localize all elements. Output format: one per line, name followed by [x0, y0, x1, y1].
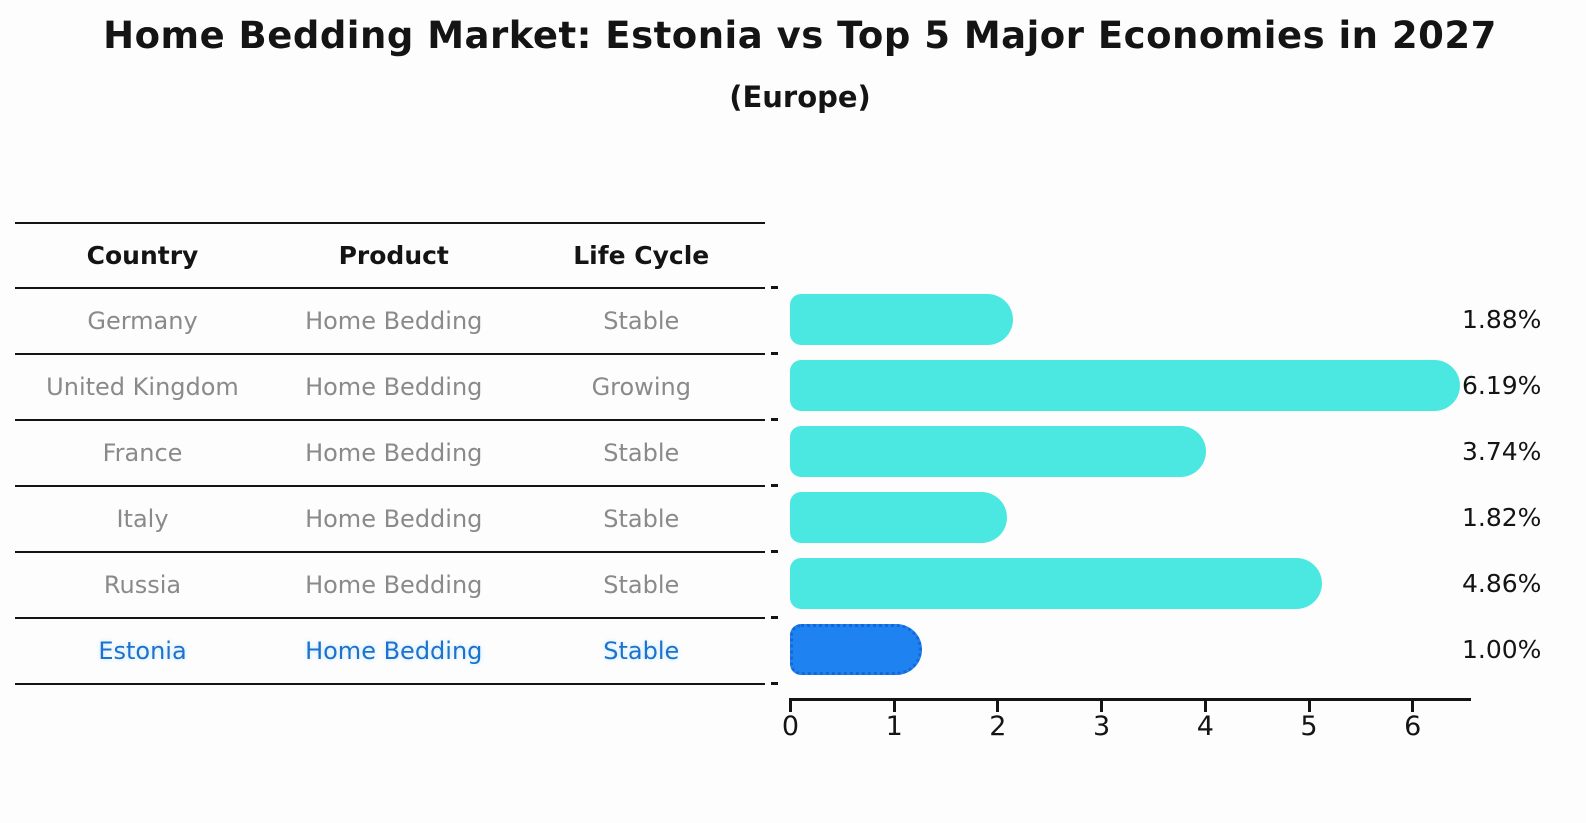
table-row-estonia: Estonia Home Bedding Stable: [15, 619, 765, 685]
table-row: France Home Bedding Stable: [15, 421, 765, 487]
column-header-country: Country: [86, 241, 199, 270]
value-label: 4.86%: [1462, 569, 1542, 598]
y-tick-mark: [771, 616, 778, 619]
bar-russia: [790, 558, 1322, 609]
product-cell: Home Bedding: [305, 571, 483, 599]
table-row: Italy Home Bedding Stable: [15, 487, 765, 553]
product-cell: Home Bedding: [305, 307, 483, 335]
x-tick-mark: [1100, 701, 1104, 712]
x-tick-label: 5: [1300, 711, 1318, 742]
x-tick-label: 4: [1196, 711, 1214, 742]
y-tick-mark: [771, 418, 778, 421]
table-header-row: Country Product Life Cycle: [15, 224, 765, 289]
page-title: Home Bedding Market: Estonia vs Top 5 Ma…: [103, 14, 1497, 57]
table-row: Germany Home Bedding Stable: [15, 289, 765, 355]
country-cell: Italy: [116, 505, 169, 533]
life-cycle-cell: Stable: [603, 637, 680, 665]
x-tick-mark: [1411, 701, 1415, 712]
product-cell: Home Bedding: [305, 373, 483, 401]
table-row: Russia Home Bedding Stable: [15, 553, 765, 619]
value-label: 1.82%: [1462, 503, 1542, 532]
y-tick-mark: [771, 682, 778, 685]
bar-germany: [790, 294, 1013, 345]
life-cycle-cell: Growing: [591, 373, 691, 401]
bar-estonia: [790, 624, 922, 675]
bar-france: [790, 426, 1206, 477]
life-cycle-cell: Stable: [603, 307, 680, 335]
x-tick-mark: [1307, 701, 1311, 712]
x-tick-label: 6: [1404, 711, 1422, 742]
y-tick-mark: [771, 352, 778, 355]
product-cell: Home Bedding: [305, 505, 483, 533]
value-label: 3.74%: [1462, 437, 1542, 466]
bar-italy: [790, 492, 1007, 543]
x-tick-mark: [996, 701, 1000, 712]
y-tick-mark: [771, 286, 778, 289]
life-cycle-cell: Stable: [603, 505, 680, 533]
bar-plot: [789, 0, 1471, 823]
value-label-column: 1.88% 6.19% 3.74% 1.82% 4.86% 1.00%: [1462, 0, 1586, 823]
y-tick-mark: [771, 484, 778, 487]
x-tick-label: 3: [1093, 711, 1111, 742]
x-tick-label: 1: [885, 711, 903, 742]
country-cell: Germany: [87, 307, 198, 335]
x-axis: [789, 698, 1471, 701]
value-label: 1.88%: [1462, 305, 1542, 334]
y-tick-mark: [771, 550, 778, 553]
country-cell: Estonia: [98, 637, 187, 665]
country-cell: France: [102, 439, 183, 467]
x-tick-mark: [892, 701, 896, 712]
x-tick-label: 0: [781, 711, 800, 742]
product-cell: Home Bedding: [305, 637, 483, 665]
page-subtitle: (Europe): [729, 80, 871, 114]
life-cycle-cell: Stable: [603, 439, 680, 467]
value-label: 6.19%: [1462, 371, 1542, 400]
table-row: United Kingdom Home Bedding Growing: [15, 355, 765, 421]
country-cell: United Kingdom: [46, 373, 239, 401]
value-label: 1.00%: [1462, 635, 1542, 664]
product-cell: Home Bedding: [305, 439, 483, 467]
x-tick-label: 2: [989, 711, 1007, 742]
bar-united-kingdom: [790, 360, 1460, 411]
x-tick-mark: [1203, 701, 1207, 712]
column-header-product: Product: [338, 241, 449, 270]
country-cell: Russia: [103, 571, 182, 599]
country-table: Country Product Life Cycle Germany Home …: [15, 222, 765, 685]
life-cycle-cell: Stable: [603, 571, 680, 599]
column-header-life-cycle: Life Cycle: [573, 241, 710, 270]
x-tick-mark: [789, 701, 792, 712]
